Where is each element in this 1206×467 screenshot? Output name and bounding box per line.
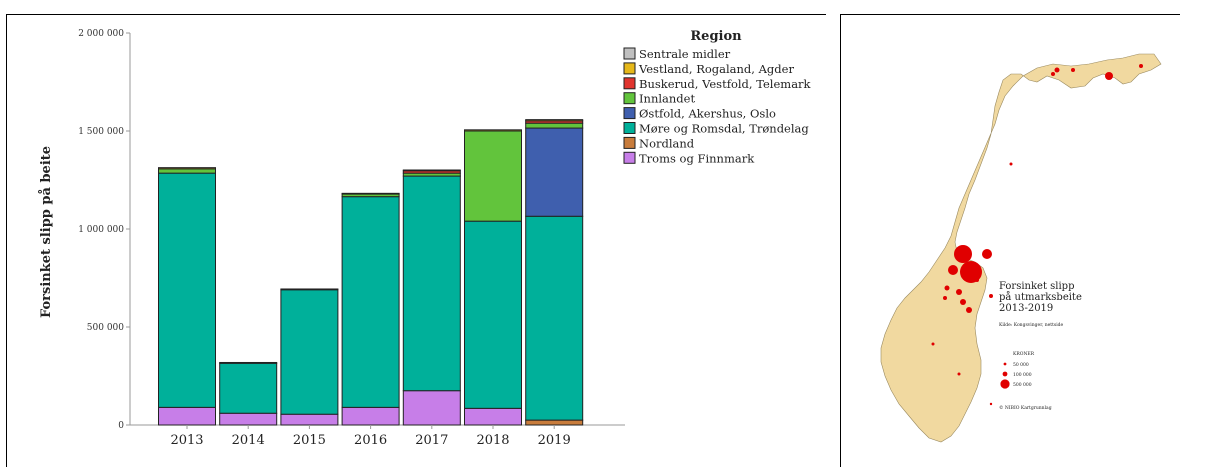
norway-map: Forsinket slipp på utmarksbeite 2013-201… — [880, 53, 1162, 443]
x-tick-label: 2014 — [232, 433, 265, 448]
map-legend-heading: KRONER — [1013, 351, 1035, 357]
map-dot — [989, 294, 993, 298]
map-copyright: © NIBIO Kartgrunnlag — [999, 404, 1052, 411]
legend-label: Buskerud, Vestfold, Telemark — [639, 77, 812, 91]
x-tick-label: 2017 — [415, 433, 448, 448]
legend-label: Østfold, Akershus, Oslo — [639, 107, 776, 121]
map-dot — [960, 261, 982, 283]
map-dot — [944, 285, 950, 291]
bar-segment — [341, 406, 400, 426]
x-tick-label: 2016 — [354, 433, 387, 448]
y-tick-label: 1 000 000 — [78, 225, 124, 235]
stacked-bar-chart: 0 500 000 1 000 000 1 500 000 2 000 000 2013… — [38, 29, 812, 448]
x-ticks: 2013 2014 2015 2016 2017 2018 2019 — [170, 425, 571, 448]
bar-segment — [525, 419, 584, 426]
chart-bars — [158, 119, 584, 426]
bar-segment — [402, 390, 461, 426]
legend-label: Nordland — [639, 136, 695, 150]
map-dot — [931, 342, 935, 346]
frame-top-left — [6, 14, 826, 15]
map-dot — [989, 402, 993, 406]
map-dot — [960, 299, 966, 305]
map-dot — [975, 278, 979, 282]
y-tick-label: 500 000 — [87, 323, 124, 333]
map-legend-dot-medium — [1002, 371, 1008, 377]
legend-swatch — [623, 77, 636, 90]
map-dot — [1139, 64, 1143, 68]
map-dot — [1054, 67, 1060, 73]
legend-label: Sentrale midler — [639, 47, 731, 61]
map-dot — [1009, 162, 1013, 166]
bar-segment — [280, 413, 339, 426]
map-dot — [1051, 72, 1055, 76]
y-ticks: 0 500 000 1 000 000 1 500 000 2 000 000 — [78, 29, 130, 431]
bar-segment — [525, 122, 584, 129]
legend-swatch — [623, 47, 636, 60]
map-dot — [956, 289, 962, 295]
bar-segment — [219, 412, 278, 426]
map-title-line-3: 2013-2019 — [999, 303, 1053, 314]
y-axis-label: Forsinket slipp på beite — [38, 146, 54, 318]
map-dot — [1105, 72, 1113, 80]
legend-swatch — [623, 62, 636, 75]
x-tick-label: 2018 — [476, 433, 509, 448]
bar-segment — [464, 129, 522, 132]
legend-label: Møre og Romsdal, Trøndelag — [639, 122, 809, 136]
x-tick-label: 2015 — [293, 433, 326, 448]
legend-label: Troms og Finnmark — [639, 151, 755, 165]
legend-swatch — [623, 107, 636, 120]
bar-segment — [158, 406, 216, 426]
bar-segment — [341, 192, 400, 195]
map-dot — [943, 296, 947, 300]
map-dots — [931, 64, 1143, 406]
legend-swatch — [623, 151, 636, 164]
bar-segment — [464, 220, 522, 409]
map-legend-item-1: 50 000 — [1013, 362, 1029, 368]
map-legend-dot-large — [1000, 379, 1010, 389]
frame-divider — [840, 14, 841, 467]
bar-segment — [402, 169, 461, 172]
map-dot — [982, 249, 992, 259]
y-tick-label: 2 000 000 — [78, 29, 124, 39]
bar-segment — [158, 168, 216, 174]
map-dot — [948, 265, 958, 275]
map-legend-dot-small — [1003, 362, 1007, 366]
bar-segment — [464, 130, 522, 222]
map-title-line-1: Forsinket slipp — [999, 281, 1074, 292]
map-legend-item-2: 100 000 — [1013, 372, 1032, 378]
map-source: Kilde: Kongsvinger, nettside — [999, 322, 1064, 328]
map-dot — [1071, 68, 1075, 72]
map-dot — [954, 245, 972, 263]
x-tick-label: 2013 — [170, 433, 203, 448]
x-tick-label: 2019 — [538, 433, 571, 448]
legend-label: Vestland, Rogaland, Agder — [638, 62, 794, 76]
bar-segment — [219, 361, 278, 364]
y-tick-label: 1 500 000 — [78, 127, 124, 137]
bar-segment — [341, 196, 400, 408]
frame-left — [6, 14, 7, 467]
bar-segment — [158, 167, 216, 170]
bar-segment — [525, 127, 584, 217]
legend-label: Innlandet — [639, 92, 695, 106]
legend-swatch — [623, 122, 636, 134]
bar-segment — [525, 215, 584, 421]
y-tick-label: 0 — [118, 421, 124, 431]
legend-swatch — [623, 92, 636, 105]
legend-title: Region — [690, 29, 742, 44]
bar-segment — [525, 119, 584, 122]
bar-segment — [280, 289, 339, 415]
legend-swatch — [623, 136, 636, 149]
bar-segment — [464, 407, 522, 426]
map-title-line-2: på utmarksbeite — [999, 291, 1082, 303]
bar-segment — [158, 172, 216, 408]
bar-segment — [219, 362, 278, 414]
frame-top-right — [840, 14, 1180, 15]
bar-segment — [280, 288, 339, 291]
bar-segment — [402, 175, 461, 392]
map-dot — [966, 307, 972, 313]
norway-land-shape — [880, 53, 1162, 443]
map-legend-item-3: 500 000 — [1013, 382, 1032, 388]
map-dot — [957, 372, 961, 376]
